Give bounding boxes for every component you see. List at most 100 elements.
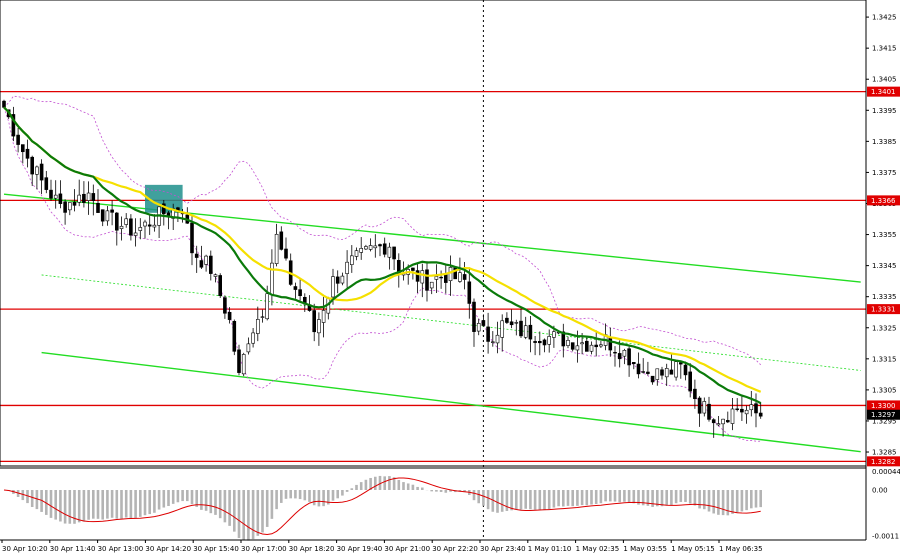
macd-histogram-bar xyxy=(500,490,504,512)
macd-histogram-bar xyxy=(308,490,311,502)
bollinger-lower xyxy=(3,107,761,442)
macd-histogram-bar xyxy=(486,490,490,510)
macd-histogram-bar xyxy=(359,482,363,490)
candle-body xyxy=(655,368,660,380)
candle-body xyxy=(622,349,627,357)
candle-body xyxy=(641,371,646,373)
time-tick-label: 30 Apr 22:20 xyxy=(432,545,478,553)
candle-body xyxy=(566,339,570,346)
macd-histogram-bar xyxy=(280,490,283,503)
candle-body xyxy=(458,272,462,282)
macd-histogram-bar xyxy=(670,490,673,505)
macd-histogram-bar xyxy=(68,490,72,524)
macd-histogram-bar xyxy=(435,490,438,492)
macd-histogram-bar xyxy=(364,479,368,490)
macd-histogram-bar xyxy=(218,490,222,519)
candle-body xyxy=(439,276,443,279)
macd-histogram-bar xyxy=(317,490,321,507)
macd-histogram-bar xyxy=(214,490,217,515)
macd-histogram-bar xyxy=(195,490,198,507)
macd-histogram-bar xyxy=(656,490,659,507)
macd-histogram-bar xyxy=(449,490,452,492)
macd-histogram-bar xyxy=(491,490,495,512)
macd-histogram-bar xyxy=(106,490,109,519)
macd-histogram-bar xyxy=(374,476,377,490)
macd-histogram-bar xyxy=(646,490,650,506)
time-tick-label: 30 Apr 23:40 xyxy=(480,545,526,553)
macd-histogram-bar xyxy=(49,490,53,518)
macd-histogram-bar xyxy=(270,490,274,519)
time-tick-label: 30 Apr 18:20 xyxy=(289,545,335,553)
candle-body xyxy=(378,244,382,247)
macd-histogram-bar xyxy=(439,490,443,492)
macd-histogram-bar xyxy=(594,490,598,504)
candle-body xyxy=(270,262,274,295)
macd-histogram-bar xyxy=(552,490,556,508)
macd-histogram-bar xyxy=(392,477,396,490)
time-tick-label: 1 May 05:15 xyxy=(671,545,715,553)
macd-histogram-bar xyxy=(576,490,579,506)
macd-histogram-bar xyxy=(157,490,161,510)
macd-histogram-bar xyxy=(745,490,748,511)
time-tick-label: 30 Apr 19:40 xyxy=(337,545,383,553)
macd-histogram-bar xyxy=(87,490,90,520)
macd-histogram-bar xyxy=(557,490,560,507)
candle-body xyxy=(617,353,622,360)
macd-histogram-bar xyxy=(444,490,448,493)
macd-histogram-bar xyxy=(223,490,227,523)
macd-histogram-bar xyxy=(585,490,589,506)
candle-body xyxy=(411,267,415,271)
candle-body xyxy=(2,100,6,108)
price-tick-label: 1.3335 xyxy=(872,293,897,301)
candle-body xyxy=(754,403,758,414)
candle-body xyxy=(636,363,641,375)
candle-body xyxy=(147,224,152,227)
candle-body xyxy=(589,344,594,352)
candle-body xyxy=(255,319,260,334)
macd-histogram-bar xyxy=(397,479,401,490)
candle-body xyxy=(660,369,664,376)
macd-histogram-bar xyxy=(63,490,67,524)
macd-histogram-bar xyxy=(265,490,269,527)
macd-histogram-bar xyxy=(298,490,302,500)
candle-body xyxy=(744,409,749,415)
candle-body xyxy=(293,286,298,290)
macd-histogram-bar xyxy=(129,490,133,519)
candle-body xyxy=(749,404,754,411)
macd-histogram-bar xyxy=(580,490,584,506)
candle-body xyxy=(599,344,603,347)
candle-body xyxy=(204,255,208,265)
time-tick-label: 30 Apr 10:20 xyxy=(2,545,48,553)
candle-body xyxy=(627,348,631,366)
candle-body xyxy=(368,245,373,250)
candle-body xyxy=(716,423,721,426)
candle-body xyxy=(63,201,67,213)
candle-body xyxy=(321,310,326,323)
candle-body xyxy=(664,368,669,378)
macd-histogram-bar xyxy=(115,490,119,519)
macd-histogram-bar xyxy=(609,490,612,502)
level-price-label: 1.3331 xyxy=(871,306,896,314)
candle-body xyxy=(542,339,547,346)
candle-body xyxy=(462,274,467,280)
candle-body xyxy=(44,177,49,190)
macd-histogram-bar xyxy=(45,490,48,515)
candle-body xyxy=(570,342,575,350)
level-price-label: 1.3366 xyxy=(871,197,896,205)
macd-histogram-bar xyxy=(153,490,156,513)
level-price-label: 1.3401 xyxy=(871,88,896,96)
time-tick-label: 30 Apr 14:20 xyxy=(145,545,191,553)
candle-body xyxy=(96,202,100,213)
candle-body xyxy=(584,340,589,352)
candle-body xyxy=(364,246,368,250)
candle-body xyxy=(11,114,16,137)
candle-body xyxy=(227,311,232,320)
candle-body xyxy=(486,326,490,342)
time-tick-label: 1 May 02:35 xyxy=(576,545,620,553)
price-tick-label: 1.3345 xyxy=(872,262,897,270)
macd-histogram-bar xyxy=(529,490,532,510)
macd-histogram-bar xyxy=(186,490,189,502)
candle-body xyxy=(105,210,110,222)
candle-body xyxy=(16,134,20,145)
macd-histogram-bar xyxy=(26,490,29,504)
